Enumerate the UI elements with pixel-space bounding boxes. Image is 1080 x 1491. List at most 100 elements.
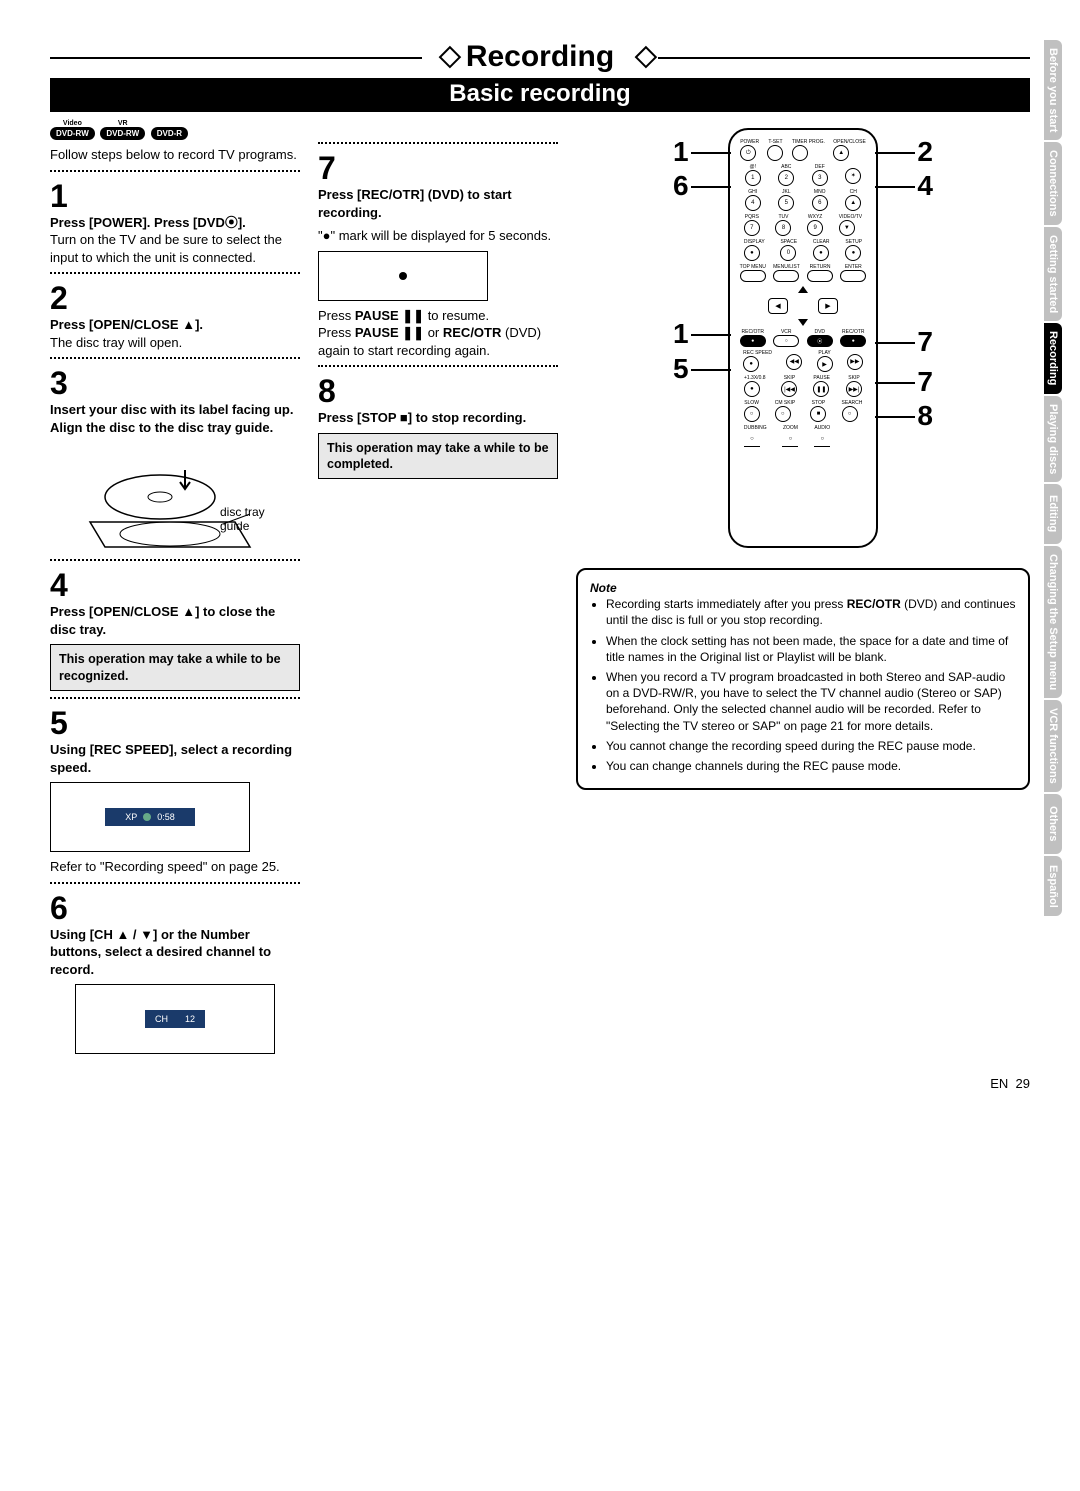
tab-playing-discs[interactable]: Playing discs <box>1044 396 1062 482</box>
step-6-num: 6 <box>50 892 300 924</box>
remote-openclose-button[interactable]: ▲ <box>833 145 849 161</box>
step-1-text: Turn on the TV and be sure to select the… <box>50 232 282 265</box>
remote-return[interactable] <box>807 270 833 282</box>
display-time: 0:58 <box>157 812 175 822</box>
remote-speed13[interactable]: ● <box>744 381 760 397</box>
remote-skip-back[interactable]: |◀◀ <box>781 381 797 397</box>
step-2-text: The disc tray will open. <box>50 335 182 350</box>
step-2-bold: Press [OPEN/CLOSE ▲]. <box>50 317 203 332</box>
tab-vcr-functions[interactable]: VCR functions <box>1044 700 1062 792</box>
badge-dvdrw-video: VideoDVD-RW <box>50 127 95 140</box>
step-4-callout: This operation may take a while to be re… <box>50 644 300 691</box>
remote-dubbing[interactable]: ○ <box>744 431 760 447</box>
disc-badges: VideoDVD-RW VRDVD-RW DVD-R <box>50 124 300 140</box>
remote-vcr[interactable]: ○ <box>773 335 799 347</box>
tab-connections[interactable]: Connections <box>1044 142 1062 225</box>
remote-num-4[interactable]: 4 <box>745 195 761 211</box>
remote-left[interactable]: ◀ <box>768 298 788 314</box>
left-column: VideoDVD-RW VRDVD-RW DVD-R Follow steps … <box>50 124 300 1060</box>
remote-topmenu[interactable] <box>740 270 766 282</box>
note-item-2: When the clock setting has not been made… <box>606 633 1016 665</box>
note-item-5: You can change channels during the REC p… <box>606 758 1016 774</box>
remote-search[interactable]: ○ <box>842 406 858 422</box>
remote-rew[interactable]: ◀◀ <box>786 354 802 370</box>
remote-num-0[interactable]: 0 <box>780 245 796 261</box>
tab-espanol[interactable]: Español <box>1044 856 1062 916</box>
tab-recording[interactable]: Recording <box>1044 323 1062 393</box>
remote-num-7[interactable]: 7 <box>744 220 760 236</box>
tab-editing[interactable]: Editing <box>1044 484 1062 544</box>
section-title: Recording <box>448 40 632 74</box>
remote-ff[interactable]: ▶▶ <box>847 354 863 370</box>
remote-recspeed[interactable]: ● <box>743 356 759 372</box>
note-box: Note Recording starts immediately after … <box>576 568 1030 790</box>
callout-4: 4 <box>917 170 933 202</box>
step-6-bold: Using [CH ▲ / ▼] or the Number buttons, … <box>50 926 300 979</box>
remote-ch-down[interactable]: ▼ <box>839 220 855 236</box>
remote-pause[interactable]: ❚❚ <box>813 381 829 397</box>
remote-num-3[interactable]: 3 <box>812 170 828 186</box>
step-7-resume1: Press PAUSE ❚❚ to resume. Press PAUSE ❚❚… <box>318 307 558 360</box>
step-8-bold: Press [STOP ■] to stop recording. <box>318 409 558 427</box>
remote-menulist[interactable] <box>773 270 799 282</box>
remote-clear[interactable]: ● <box>813 245 829 261</box>
footer-lang: EN <box>990 1076 1008 1091</box>
note-item-4: You cannot change the recording speed du… <box>606 738 1016 754</box>
step-7-bold: Press [REC/OTR] (DVD) to start recording… <box>318 186 558 221</box>
remote-recotr-right[interactable]: ● <box>840 335 866 347</box>
callout-7a: 7 <box>917 326 933 358</box>
remote-num-8[interactable]: 8 <box>775 220 791 236</box>
remote-enter[interactable] <box>840 270 866 282</box>
badge-dvdrw-vr: VRDVD-RW <box>100 127 145 140</box>
remote-audio[interactable]: ○ <box>814 431 830 447</box>
note-item-1: Recording starts immediately after you p… <box>606 596 1016 628</box>
step-1-num: 1 <box>50 180 300 212</box>
remote-num-1[interactable]: 1 <box>745 170 761 186</box>
callout-1a: 1 <box>673 136 689 168</box>
tab-changing-setup[interactable]: Changing the Setup menu <box>1044 546 1062 698</box>
remote-num-9[interactable]: 9 <box>807 220 823 236</box>
middle-column: 7 Press [REC/OTR] (DVD) to start recordi… <box>318 124 558 1060</box>
remote-num-5[interactable]: 5 <box>778 195 794 211</box>
remote-tset-button[interactable] <box>767 145 783 161</box>
step-5-display: XP 0:58 <box>50 782 250 852</box>
remote-num-2[interactable]: 2 <box>778 170 794 186</box>
step-6-display: CH 12 <box>75 984 275 1054</box>
tab-others[interactable]: Others <box>1044 794 1062 854</box>
tab-getting-started[interactable]: Getting started <box>1044 227 1062 321</box>
remote-skip-fwd[interactable]: ▶▶| <box>846 381 862 397</box>
remote-recotr-left[interactable]: ● <box>740 335 766 347</box>
callout-7b: 7 <box>917 366 933 398</box>
remote-timer-button[interactable] <box>792 145 808 161</box>
remote-cmskip[interactable]: ○ <box>775 406 791 422</box>
step-8-callout: This operation may take a while to be co… <box>318 433 558 480</box>
display-mode: XP <box>125 812 137 822</box>
side-tabs: Before you start Connections Getting sta… <box>1044 40 1062 918</box>
badge-dvdr: DVD-R <box>151 127 188 140</box>
step-7-num: 7 <box>318 152 558 184</box>
remote-ch-up[interactable]: ▲ <box>845 195 861 211</box>
remote-display[interactable]: ● <box>744 245 760 261</box>
step-3-bold: Insert your disc with its label facing u… <box>50 401 300 436</box>
step-3-num: 3 <box>50 367 300 399</box>
remote-slow[interactable]: ○ <box>744 406 760 422</box>
remote-star[interactable]: ✶ <box>845 168 861 184</box>
remote-stop[interactable]: ■ <box>810 406 826 422</box>
note-title: Note <box>590 580 1016 596</box>
remote-zoom[interactable]: ○ <box>782 431 798 447</box>
remote-dvd[interactable]: ⦿ <box>807 335 833 347</box>
step-5-after: Refer to "Recording speed" on page 25. <box>50 858 300 876</box>
subtitle-bar: Basic recording <box>50 78 1030 112</box>
remote-right[interactable]: ▶ <box>818 298 838 314</box>
step-8-num: 8 <box>318 375 558 407</box>
remote-play[interactable]: ▶ <box>817 356 833 372</box>
section-title-wrap: Recording <box>50 40 1030 74</box>
disc-tray-label: disc tray guide <box>220 505 270 533</box>
tab-before-you-start[interactable]: Before you start <box>1044 40 1062 140</box>
remote-setup[interactable]: ● <box>845 245 861 261</box>
step-7-display <box>318 251 488 301</box>
note-item-3: When you record a TV program broadcasted… <box>606 669 1016 734</box>
remote-power-button[interactable]: ⏻ <box>740 145 756 161</box>
remote-num-6[interactable]: 6 <box>812 195 828 211</box>
remote-dpad[interactable]: ◀ ▶ <box>768 286 838 326</box>
